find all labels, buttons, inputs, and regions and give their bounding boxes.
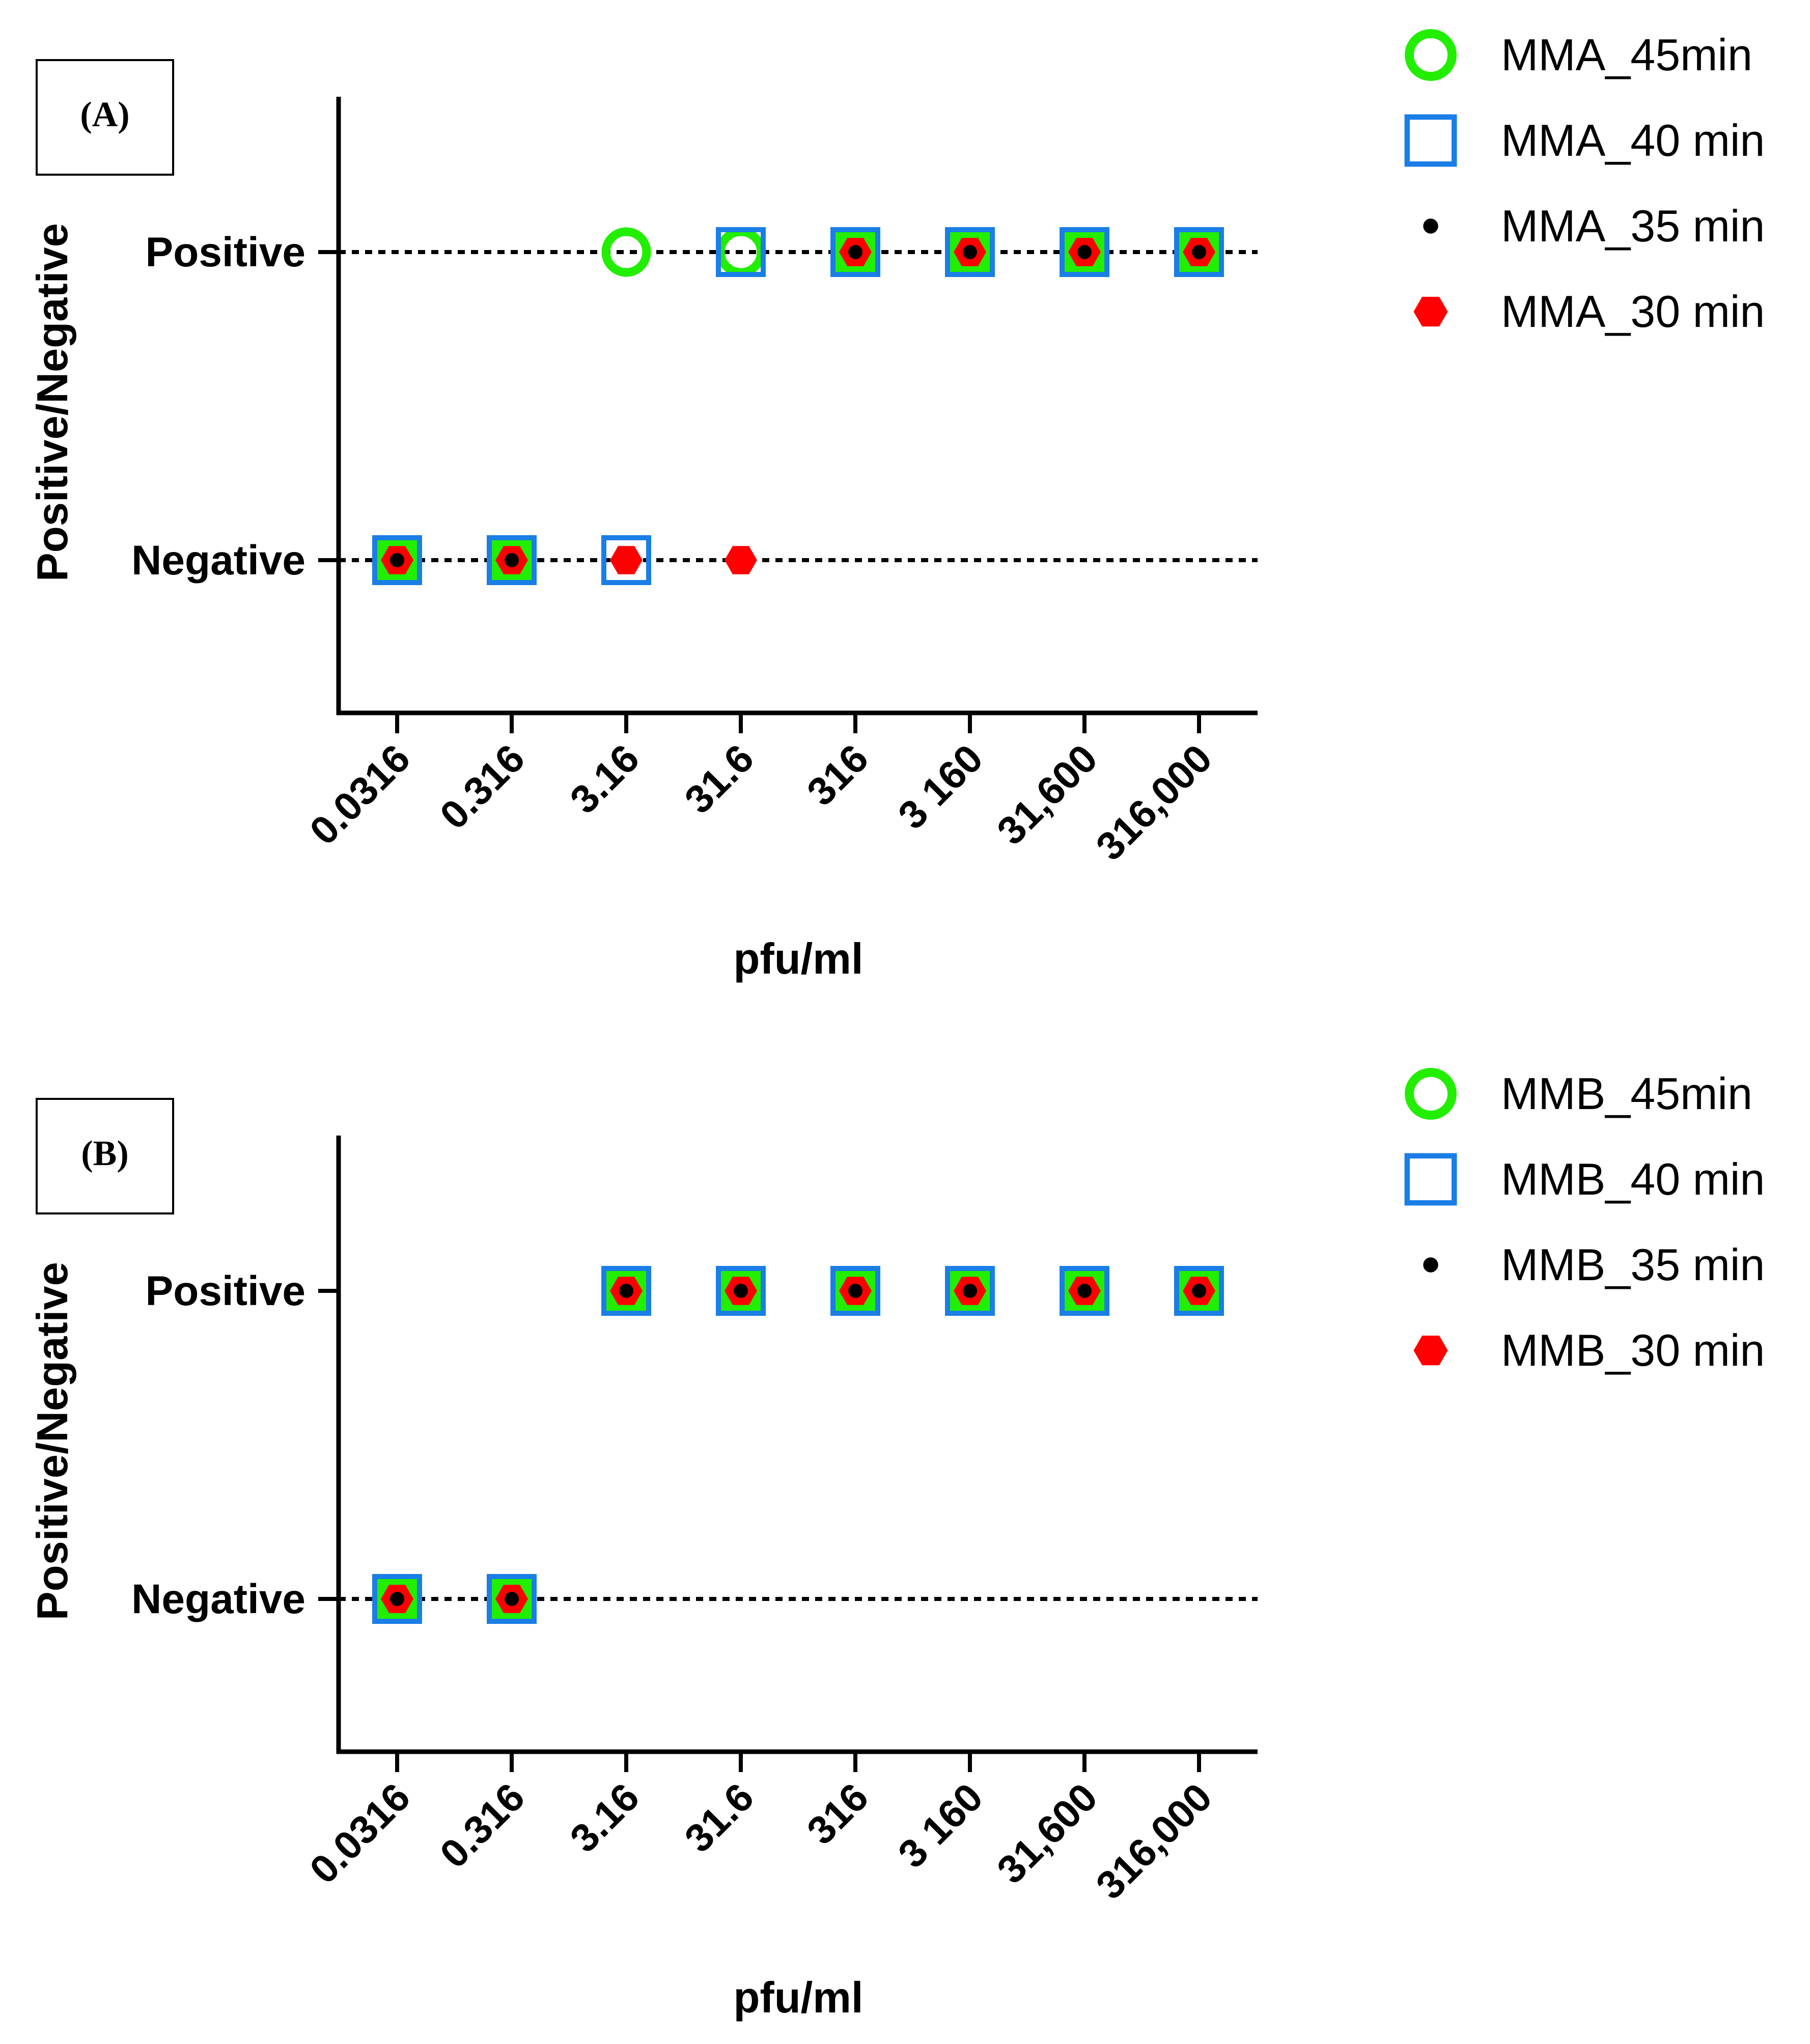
legend-marker-square bbox=[1404, 114, 1457, 167]
x-tick-label: 3 160 bbox=[889, 736, 991, 838]
y-tick-label: Positive bbox=[146, 1268, 305, 1314]
legend-label: MMB_35 min bbox=[1501, 1239, 1765, 1290]
panel-label: (B) bbox=[81, 1134, 128, 1173]
x-tick-label: 0.0316 bbox=[301, 1775, 419, 1892]
y-axis-title: Positive/Negative bbox=[29, 223, 77, 582]
marker-square bbox=[487, 1574, 537, 1624]
marker-dot bbox=[848, 245, 862, 259]
x-tick-label: 3.16 bbox=[561, 736, 648, 822]
legend-label: MMB_40 min bbox=[1501, 1154, 1765, 1204]
marker-square bbox=[372, 535, 422, 585]
x-tick-label: 31.6 bbox=[676, 1775, 762, 1861]
marker-dot bbox=[1192, 1284, 1206, 1298]
x-tick-label: 316 bbox=[798, 736, 877, 814]
x-tick-label: 3 160 bbox=[889, 1775, 991, 1876]
marker-dot bbox=[848, 1284, 862, 1298]
marker-hexagon bbox=[610, 546, 643, 574]
marker-dot bbox=[963, 1284, 977, 1298]
marker-square bbox=[601, 535, 651, 585]
marker-dot bbox=[963, 245, 977, 259]
marker-square bbox=[945, 1266, 995, 1316]
marker-square bbox=[830, 227, 880, 277]
marker-square bbox=[372, 1574, 422, 1624]
legend-label: MMA_40 min bbox=[1501, 115, 1765, 165]
legend-marker-hexagon bbox=[1413, 296, 1448, 327]
marker-square bbox=[1060, 1266, 1109, 1316]
marker-dot bbox=[1192, 245, 1206, 259]
marker-dot bbox=[619, 1284, 633, 1298]
legend-marker-circle bbox=[1405, 1068, 1457, 1120]
legend-label: MMA_45min bbox=[1501, 30, 1752, 80]
legend-label: MMA_35 min bbox=[1501, 201, 1765, 251]
marker-dot bbox=[734, 1284, 748, 1298]
marker-square bbox=[1174, 1266, 1224, 1316]
marker-square bbox=[830, 1266, 880, 1316]
y-tick-label: Positive bbox=[146, 229, 305, 275]
x-axis-title: pfu/ml bbox=[734, 935, 864, 983]
marker-square bbox=[1174, 227, 1224, 277]
legend-label: MMB_45min bbox=[1501, 1068, 1752, 1119]
y-axis-title: Positive/Negative bbox=[29, 1262, 77, 1620]
marker-dot bbox=[505, 553, 519, 567]
marker-square bbox=[716, 227, 766, 277]
legend-label: MMA_30 min bbox=[1501, 286, 1765, 337]
x-tick-label: 0.316 bbox=[431, 736, 533, 838]
marker-dot bbox=[1077, 1284, 1092, 1298]
panel-a: (A) Positive Negative Positive/Negative 0.03… bbox=[29, 29, 1765, 983]
x-axis-title: pfu/ml bbox=[734, 1974, 864, 2022]
marker-dot bbox=[505, 1592, 519, 1606]
legend-marker-dot bbox=[1423, 218, 1438, 234]
marker-circle bbox=[601, 227, 651, 277]
y-tick-label: Negative bbox=[131, 1576, 305, 1622]
x-tick-label: 316 bbox=[798, 1775, 877, 1853]
panel-label: (A) bbox=[80, 95, 129, 134]
x-tick-label: 0.316 bbox=[431, 1775, 533, 1876]
legend-marker-dot bbox=[1423, 1257, 1438, 1273]
marker-hexagon bbox=[725, 546, 757, 574]
legend-marker-hexagon bbox=[1413, 1335, 1448, 1366]
panel-label-box bbox=[36, 59, 174, 176]
marker-square bbox=[716, 1266, 766, 1316]
y-tick-label: Negative bbox=[131, 537, 305, 584]
marker-dot bbox=[390, 1592, 404, 1606]
marker-square bbox=[945, 227, 995, 277]
x-tick-label: 31.6 bbox=[676, 736, 762, 822]
marker-square bbox=[1060, 227, 1109, 277]
legend-marker-square bbox=[1404, 1153, 1457, 1206]
legend-marker-circle bbox=[1405, 29, 1457, 81]
marker-square bbox=[601, 1266, 651, 1316]
marker-dot bbox=[1077, 245, 1092, 259]
x-tick-label: 3.16 bbox=[561, 1775, 648, 1861]
x-tick-label: 316,000 bbox=[1087, 736, 1220, 869]
marker-square bbox=[487, 535, 537, 585]
legend-label: MMB_30 min bbox=[1501, 1325, 1765, 1375]
panel-b: (B) Positive Negative Positive/Negative 0.03… bbox=[29, 1068, 1765, 2022]
x-tick-label: 316,000 bbox=[1087, 1775, 1220, 1908]
x-tick-label: 0.0316 bbox=[301, 736, 419, 853]
panel-label-box bbox=[36, 1098, 174, 1214]
marker-dot bbox=[390, 553, 404, 567]
